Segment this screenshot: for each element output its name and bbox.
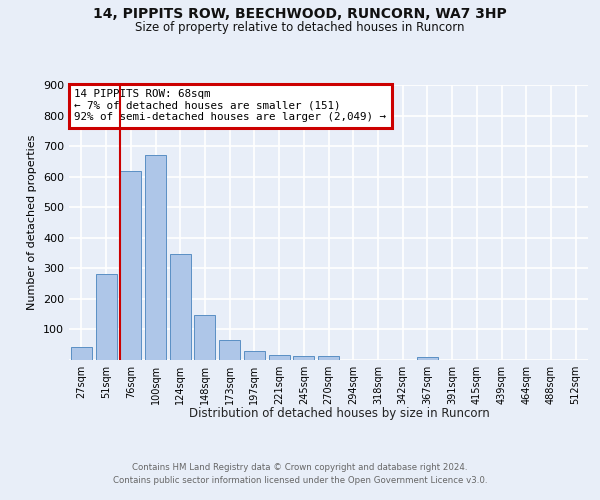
Text: Distribution of detached houses by size in Runcorn: Distribution of detached houses by size … — [188, 408, 490, 420]
Text: Contains HM Land Registry data © Crown copyright and database right 2024.: Contains HM Land Registry data © Crown c… — [132, 462, 468, 471]
Bar — [219, 340, 240, 360]
Bar — [293, 356, 314, 360]
Text: Contains public sector information licensed under the Open Government Licence v3: Contains public sector information licen… — [113, 476, 487, 485]
Bar — [71, 347, 92, 360]
Bar — [417, 357, 438, 360]
Y-axis label: Number of detached properties: Number of detached properties — [28, 135, 37, 310]
Bar — [318, 356, 339, 360]
Bar — [120, 170, 141, 360]
Bar — [194, 315, 215, 360]
Text: Size of property relative to detached houses in Runcorn: Size of property relative to detached ho… — [135, 21, 465, 34]
Text: 14, PIPPITS ROW, BEECHWOOD, RUNCORN, WA7 3HP: 14, PIPPITS ROW, BEECHWOOD, RUNCORN, WA7… — [93, 8, 507, 22]
Bar — [145, 156, 166, 360]
Text: 14 PIPPITS ROW: 68sqm
← 7% of detached houses are smaller (151)
92% of semi-deta: 14 PIPPITS ROW: 68sqm ← 7% of detached h… — [74, 89, 386, 122]
Bar — [244, 351, 265, 360]
Bar — [95, 274, 116, 360]
Bar — [269, 354, 290, 360]
Bar — [170, 254, 191, 360]
